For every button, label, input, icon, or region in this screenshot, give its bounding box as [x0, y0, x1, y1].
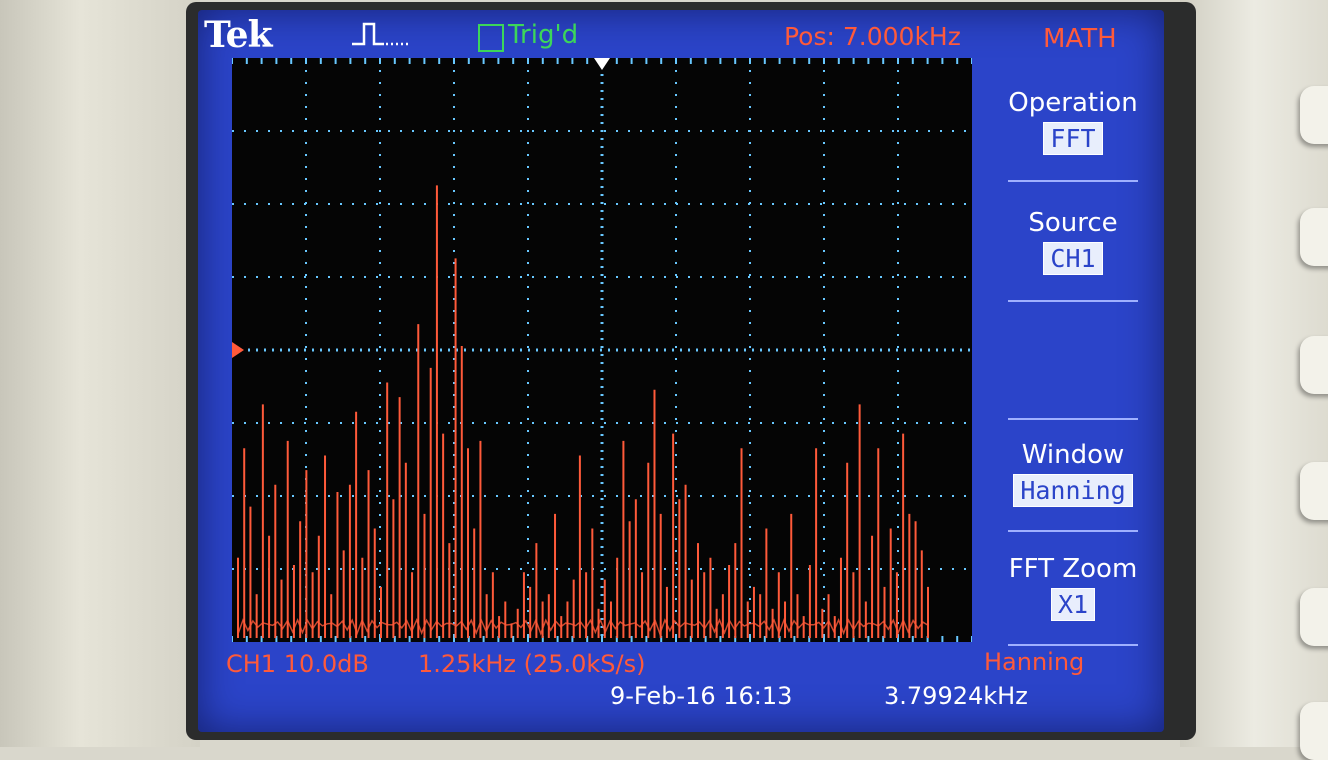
trigger-icon	[478, 24, 504, 52]
trigger-status: Trig'd	[478, 20, 579, 52]
date-time: 9-Feb-16 16:13	[610, 682, 793, 710]
fft-zoom-label: FFT Zoom	[1008, 554, 1138, 584]
window-label: Window	[1021, 440, 1125, 470]
window-name: Hanning	[984, 648, 1085, 676]
option-button-5[interactable]	[1300, 588, 1328, 646]
source-label: Source	[1028, 208, 1118, 238]
source-value: CH1	[1043, 242, 1103, 275]
bezel-left	[0, 0, 200, 747]
option-button-4[interactable]	[1300, 462, 1328, 520]
noise-floor-trace	[237, 618, 929, 637]
acquisition-icon	[350, 18, 410, 52]
menu-title: MATH	[1043, 24, 1117, 54]
option-button-6[interactable]	[1300, 702, 1328, 760]
menu-fft-zoom[interactable]: FFT Zoom X1	[998, 554, 1148, 621]
reference-marker	[232, 342, 244, 358]
menu-divider	[1008, 530, 1138, 532]
trigger-position-marker	[594, 58, 610, 70]
window-value: Hanning	[1013, 474, 1133, 507]
menu-divider	[1008, 180, 1138, 182]
operation-value: FFT	[1043, 122, 1103, 155]
channel-scale: CH1 10.0dB	[226, 650, 369, 678]
option-button-1[interactable]	[1300, 86, 1328, 144]
menu-divider	[1008, 300, 1138, 302]
menu-source[interactable]: Source CH1	[998, 208, 1148, 275]
fft-display	[232, 58, 972, 642]
fft-plot	[232, 58, 972, 642]
menu-window[interactable]: Window Hanning	[998, 440, 1148, 507]
menu-operation[interactable]: Operation FFT	[998, 88, 1148, 155]
brand-logo: Tek	[204, 14, 273, 56]
oscilloscope-screen: Tek Trig'd Pos: 7.000kHz MATH Operation …	[198, 10, 1164, 732]
operation-label: Operation	[1008, 88, 1138, 118]
menu-divider	[1008, 418, 1138, 420]
side-menu: Operation FFT Source CH1 Window Hanning …	[998, 60, 1148, 660]
horizontal-position: Pos: 7.000kHz	[784, 22, 961, 51]
option-button-3[interactable]	[1300, 336, 1328, 394]
option-button-2[interactable]	[1300, 208, 1328, 266]
timebase: 1.25kHz (25.0kS/s)	[418, 650, 646, 678]
frequency-readout: 3.79924kHz	[884, 682, 1028, 710]
trigger-status-label: Trig'd	[508, 20, 579, 50]
fft-zoom-value: X1	[1050, 588, 1096, 621]
menu-divider	[1008, 644, 1138, 646]
